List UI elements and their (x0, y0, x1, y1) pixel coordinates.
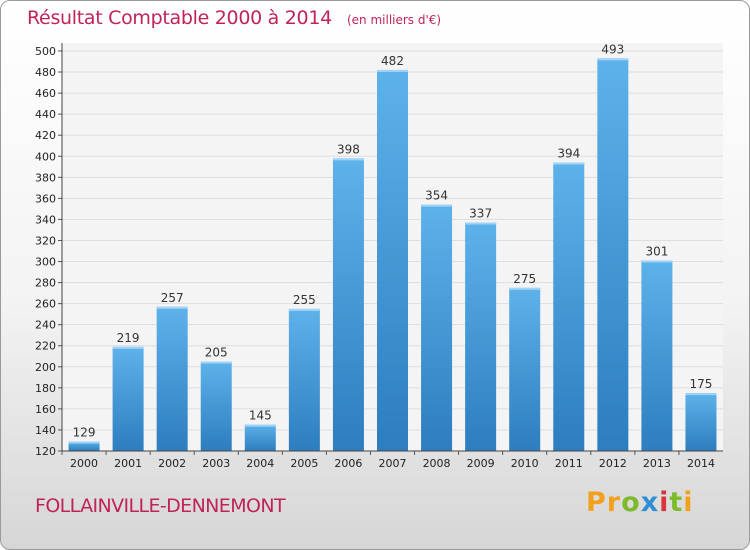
chart-unit: (en milliers d'€) (346, 13, 442, 27)
y-tick-label: 160 (35, 403, 56, 416)
x-tick-label: 2008 (423, 457, 451, 470)
bar-2010 (509, 287, 541, 451)
y-tick-label: 480 (35, 66, 56, 79)
bar-2005 (288, 308, 320, 451)
y-tick-label: 220 (35, 340, 56, 353)
x-tick-label: 2009 (467, 457, 495, 470)
y-tick-label: 140 (35, 424, 56, 437)
chart-header: Résultat Comptable 2000 à 2014 (en milli… (27, 7, 441, 29)
logo-letter: x (640, 487, 660, 518)
bar-cap (288, 308, 320, 311)
bar-2013 (641, 260, 673, 451)
data-label: 275 (513, 272, 536, 286)
bar-cap (377, 69, 408, 72)
y-tick-label: 400 (35, 150, 56, 163)
y-tick-label: 340 (35, 213, 56, 226)
y-tick-label: 500 (35, 45, 56, 58)
logo-letter: P (586, 487, 607, 518)
y-tick-label: 280 (35, 277, 56, 290)
chart-title: Résultat Comptable 2000 à 2014 (27, 7, 332, 29)
x-tick-label: 2013 (643, 457, 671, 470)
y-tick-label: 440 (35, 108, 56, 121)
y-tick-label: 260 (35, 298, 56, 311)
axes-group: 120 140 160 180 200 220 240 260 280 300 320 340 360 3… (35, 43, 723, 470)
data-label: 398 (337, 142, 360, 156)
data-label: 394 (557, 147, 580, 161)
bar-cap (244, 424, 276, 427)
bar-cap (68, 441, 100, 444)
city-name: FOLLAINVILLE-DENNEMONT (35, 495, 286, 517)
data-label: 175 (690, 377, 713, 391)
x-tick-label: 2003 (202, 457, 230, 470)
bar-2008 (421, 204, 453, 451)
data-label: 301 (645, 244, 668, 258)
data-label: 337 (469, 207, 492, 221)
data-label: 257 (161, 291, 184, 305)
bar-cap (200, 361, 232, 364)
data-label: 205 (205, 346, 228, 360)
data-label: 493 (601, 42, 624, 56)
bar-2002 (156, 306, 188, 451)
bar-cap (641, 260, 673, 263)
logo-letter: r (606, 487, 622, 518)
bar-2012 (597, 58, 629, 452)
bar-cap (465, 222, 497, 225)
bar-cap (156, 306, 188, 309)
data-label: 145 (249, 409, 272, 423)
x-tick-label: 2007 (379, 457, 407, 470)
data-label: 255 (293, 293, 316, 307)
data-label: 482 (381, 54, 404, 68)
x-tick-label: 2014 (687, 457, 715, 470)
bar-cap (553, 162, 585, 165)
bar-2000 (68, 441, 100, 451)
y-tick-label: 180 (35, 382, 56, 395)
x-tick-label: 2001 (114, 457, 142, 470)
y-tick-label: 120 (35, 445, 56, 458)
logo-letter: o (621, 487, 641, 518)
data-label: 129 (73, 426, 96, 440)
data-label: 354 (425, 189, 448, 203)
logo-letter: i (659, 487, 670, 518)
x-tick-label: 2006 (334, 457, 362, 470)
y-tick-label: 420 (35, 129, 56, 142)
bar-2001 (112, 346, 144, 451)
bar-cap (421, 204, 453, 207)
x-tick-label: 2002 (158, 457, 186, 470)
logo-letter: i (683, 487, 694, 518)
bar-2011 (553, 162, 585, 451)
bar-cap (509, 287, 541, 290)
x-tick-label: 2005 (290, 457, 318, 470)
bar-2007 (377, 69, 408, 452)
y-tick-label: 380 (35, 171, 56, 184)
bars-group: 129 219 257 205 145 255 398 482 354 337 275 394 493 3… (68, 42, 717, 452)
bar-cap (685, 393, 717, 396)
logo-letter: t (669, 487, 684, 518)
bar-2014 (685, 393, 717, 451)
x-tick-label: 2010 (511, 457, 539, 470)
y-tick-label: 360 (35, 192, 56, 205)
y-tick-label: 300 (35, 256, 56, 269)
x-tick-label: 2011 (555, 457, 583, 470)
x-tick-label: 2012 (599, 457, 627, 470)
y-tick-label: 320 (35, 234, 56, 247)
data-label: 219 (117, 331, 140, 345)
bar-cap (597, 58, 629, 61)
y-tick-label: 240 (35, 319, 56, 332)
proxiti-logo[interactable]: Proxiti (586, 487, 694, 518)
x-tick-label: 2004 (246, 457, 274, 470)
bar-2006 (332, 158, 364, 452)
y-tick-label: 460 (35, 87, 56, 100)
bar-2003 (200, 361, 232, 451)
x-tick-label: 2000 (70, 457, 98, 470)
bar-cap (332, 158, 364, 161)
bar-2009 (465, 222, 497, 451)
bar-2004 (244, 424, 276, 451)
y-tick-label: 200 (35, 361, 56, 374)
bar-cap (112, 346, 144, 349)
